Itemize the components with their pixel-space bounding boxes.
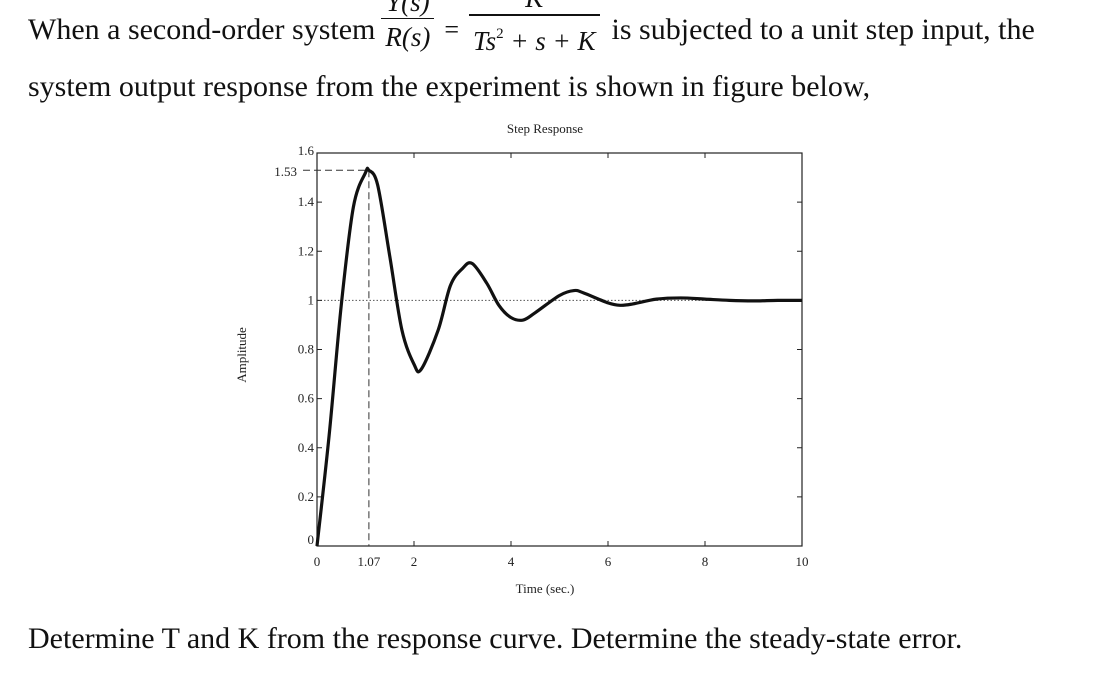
lhs-denominator: R(s) [381,22,434,52]
x-tick-label: 0 [314,554,321,569]
rhs-denominator: Ts2 + s + K [469,19,600,56]
x-tick-label: 10 [796,554,809,569]
y-tick-label: 0.2 [298,489,314,504]
y-tick-label: 1 [308,292,315,307]
y-tick-label: 1.4 [298,194,315,209]
y-tick-label: 0.8 [298,342,314,357]
x-tick-label: 6 [605,554,612,569]
equals-sign: = [444,15,459,45]
y-tick-label: 1.6 [298,143,315,158]
plot-frame [317,153,802,546]
question-line-2: system output response from the experime… [28,70,870,104]
question-line-1: When a second-order system Y(s) R(s) = K… [28,5,1035,56]
rhs-fraction-bar [469,14,600,16]
rhs-den-exponent: 2 [496,26,504,42]
question-line-3: Determine T and K from the response curv… [28,622,962,656]
y-tick-label: 0 [308,532,315,547]
chart-title: Step Response [507,121,583,136]
rhs-den-term-b: + s + K [510,26,595,56]
x-tick-label: 4 [508,554,515,569]
x-tick-label: 2 [411,554,418,569]
lhs-numerator: Y(s) [382,0,434,15]
y-tick-label: 0.6 [298,391,315,406]
lhs-fraction-bar [381,18,434,20]
y-tick-label: 1.53 [274,164,297,179]
x-tick-label: 8 [702,554,709,569]
line1-prefix: When a second-order system [28,13,375,47]
y-tick-label: 0.4 [298,440,315,455]
rhs-numerator: K [521,0,547,11]
line1-suffix: is subjected to a unit step input, the [612,13,1035,47]
y-axis-label: Amplitude [234,327,249,383]
transfer-function-rhs: K Ts2 + s + K [469,5,600,56]
y-tick-label: 1.2 [298,243,314,258]
plot-area: 0 1.07 2 4 6 8 10 0 0.2 0.4 0.6 0.8 1 1.2 1.41.531.6 [274,143,808,569]
step-response-chart: Step Response Time (sec.) Amplitude 0 1.0… [230,115,830,605]
rhs-den-term-a: Ts [473,26,496,56]
step-response-curve [317,168,802,546]
x-tick-label: 1.07 [358,554,381,569]
x-axis-label: Time (sec.) [516,581,575,596]
transfer-function-lhs: Y(s) R(s) [381,9,434,53]
